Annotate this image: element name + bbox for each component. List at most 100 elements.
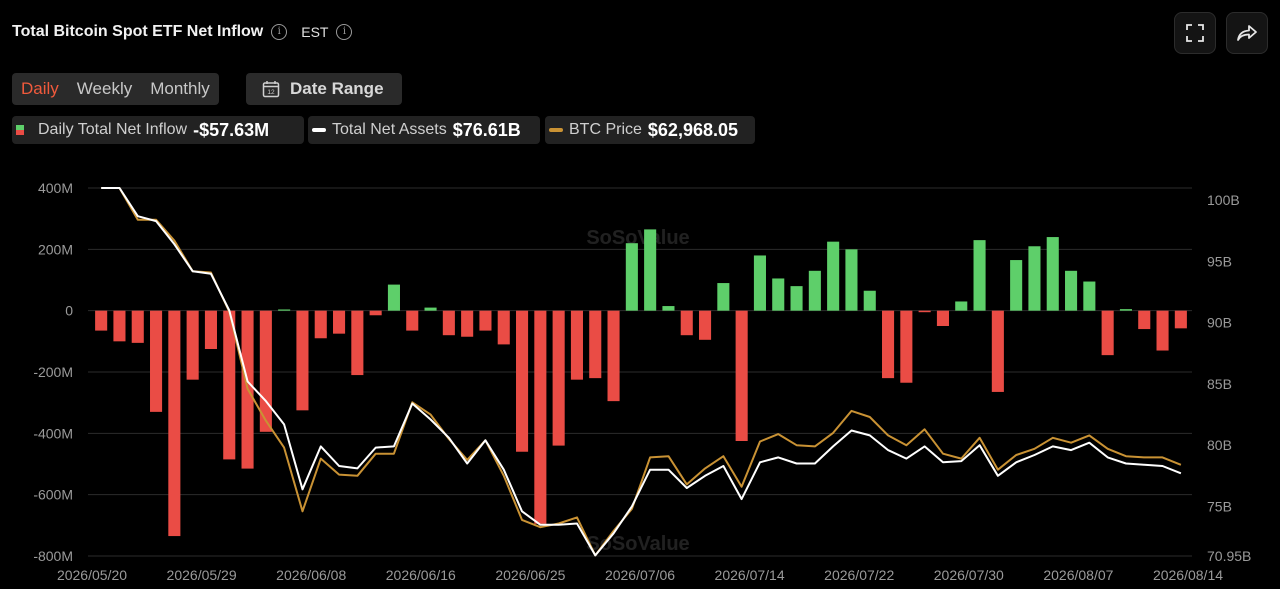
timezone-info-icon[interactable]: i xyxy=(336,24,353,40)
inflow-bar xyxy=(186,310,199,380)
legend-assets-value: $76.61B xyxy=(452,119,521,140)
inflow-bar xyxy=(735,310,748,441)
inflow-bar xyxy=(699,310,712,340)
tab-weekly[interactable]: Weekly xyxy=(76,79,133,98)
y-right-tick-label: 75B xyxy=(1207,498,1232,514)
legend-assets-label: Total Net Assets xyxy=(332,121,447,138)
inflow-bar xyxy=(1046,237,1059,311)
inflow-bar xyxy=(278,309,291,311)
legend-price-label: BTC Price xyxy=(569,121,642,138)
inflow-bar xyxy=(552,310,565,446)
y-left-tick-label: 200M xyxy=(38,241,73,257)
y-right-tick-label: 100B xyxy=(1207,192,1240,208)
y-left-tick-label: -600M xyxy=(33,487,73,503)
inflow-bar xyxy=(973,240,986,311)
inflow-bar xyxy=(204,310,217,349)
inflow-bar xyxy=(882,310,895,379)
x-tick-label: 2026/06/25 xyxy=(495,567,565,583)
fullscreen-button[interactable] xyxy=(1174,12,1216,54)
inflow-bar xyxy=(1101,310,1114,356)
total-net-assets-line xyxy=(101,187,1182,557)
timezone-label: EST xyxy=(301,24,329,40)
inflow-bar xyxy=(442,310,455,336)
y-right-tick-label: 95B xyxy=(1207,253,1232,269)
y-left-tick-label: 0 xyxy=(65,303,73,319)
inflow-bar xyxy=(589,310,602,379)
inflow-bar xyxy=(150,310,163,412)
inflow-bar xyxy=(296,310,309,411)
x-tick-label: 2026/07/30 xyxy=(934,567,1004,583)
inflow-bar xyxy=(351,310,364,376)
assets-swatch xyxy=(312,128,326,132)
btc-price-line xyxy=(101,187,1182,557)
inflow-bar xyxy=(1065,270,1078,311)
inflow-bar xyxy=(845,249,858,311)
inflow-bar xyxy=(607,310,620,402)
inflow-bar xyxy=(936,310,949,326)
inflow-bar xyxy=(753,255,766,311)
inflow-bar xyxy=(1156,310,1169,351)
legend-inflow-label: Daily Total Net Inflow xyxy=(38,121,188,138)
inflow-bar xyxy=(387,284,400,311)
inflow-bar xyxy=(1010,260,1023,311)
inflow-bar xyxy=(1174,310,1187,329)
legend-assets[interactable]: Total Net Assets $76.61B xyxy=(308,116,540,144)
watermark: SoSoValue xyxy=(586,533,689,555)
inflow-bar xyxy=(955,301,968,311)
y-right-tick-label: 70.95B xyxy=(1207,548,1251,564)
period-selector: Daily Weekly Monthly xyxy=(12,73,219,105)
y-left-tick-label: -200M xyxy=(33,364,73,380)
legend-price[interactable]: BTC Price $62,968.05 xyxy=(545,116,755,144)
x-tick-label: 2026/05/29 xyxy=(167,567,237,583)
inflow-bar xyxy=(369,310,382,316)
inflow-bar xyxy=(479,310,492,331)
inflow-bar xyxy=(772,278,785,311)
page-title: Total Bitcoin Spot ETF Net Inflow xyxy=(12,23,264,40)
inflow-bar xyxy=(991,310,1004,392)
inflow-bar xyxy=(570,310,583,380)
y-left-tick-label: 400M xyxy=(38,180,73,196)
date-range-label: Date Range xyxy=(290,79,384,98)
share-button[interactable] xyxy=(1226,12,1268,54)
inflow-bar xyxy=(168,310,181,537)
calendar-icon-day: 12 xyxy=(267,89,275,96)
inflow-bar xyxy=(131,310,144,343)
inflow-bar xyxy=(516,310,529,452)
price-swatch xyxy=(549,128,563,132)
legend-price-value: $62,968.05 xyxy=(647,119,738,140)
inflow-bar xyxy=(223,310,236,460)
tab-monthly[interactable]: Monthly xyxy=(150,79,210,98)
inflow-bar xyxy=(497,310,510,345)
y-right-tick-label: 80B xyxy=(1207,437,1232,453)
inflow-bar xyxy=(717,283,730,311)
date-range-button[interactable]: 12 Date Range xyxy=(246,73,402,105)
inflow-bar xyxy=(406,310,419,331)
x-tick-label: 2026/07/06 xyxy=(605,567,675,583)
inflow-bar xyxy=(1028,246,1041,311)
x-tick-label: 2026/07/22 xyxy=(824,567,894,583)
tab-daily[interactable]: Daily xyxy=(21,79,59,98)
title-row: Total Bitcoin Spot ETF Net Inflow i EST … xyxy=(12,18,353,46)
info-icon[interactable]: i xyxy=(271,24,288,40)
x-tick-label: 2026/05/20 xyxy=(57,567,127,583)
inflow-bar xyxy=(1138,310,1151,330)
fullscreen-icon xyxy=(1186,24,1204,42)
inflow-bar xyxy=(918,310,931,313)
x-tick-label: 2026/08/07 xyxy=(1043,567,1113,583)
inflow-bar xyxy=(461,310,474,337)
inflow-swatch xyxy=(16,125,24,135)
legend-inflow[interactable]: Daily Total Net Inflow -$57.63M xyxy=(12,116,304,144)
y-left-tick-label: -400M xyxy=(33,425,73,441)
inflow-bar xyxy=(625,243,638,311)
inflow-bar xyxy=(644,229,657,311)
inflow-bar xyxy=(113,310,126,342)
y-right-tick-label: 90B xyxy=(1207,315,1232,331)
inflow-bar xyxy=(534,310,547,524)
share-icon xyxy=(1237,25,1257,41)
x-tick-label: 2026/08/14 xyxy=(1153,567,1223,583)
inflow-bar xyxy=(827,241,840,311)
inflow-bar xyxy=(790,286,803,311)
inflow-bar xyxy=(333,310,346,334)
inflow-bar xyxy=(808,270,821,311)
